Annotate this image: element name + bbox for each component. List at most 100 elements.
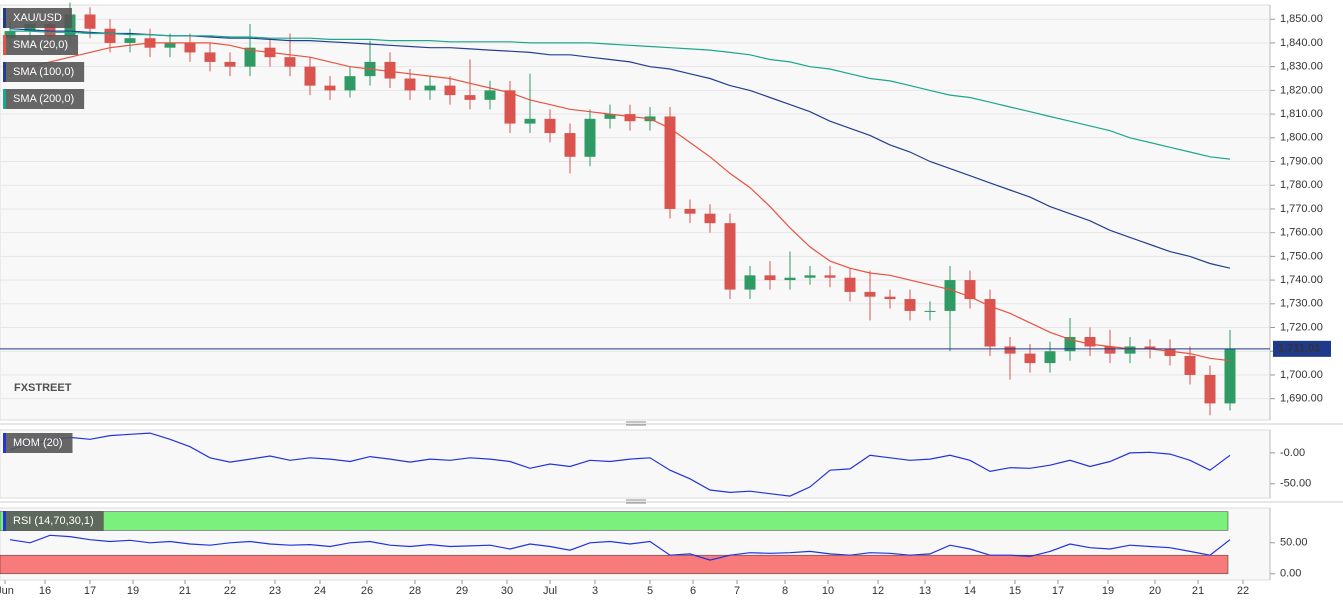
legend-label: SMA (100,0) [13,66,74,78]
legend-box [3,433,73,453]
legend-swatch [3,511,6,531]
candle-body [464,95,476,100]
legend-swatch [3,89,6,109]
x-tick-label: 20 [1149,585,1161,597]
legend-item: SMA (100,0) [3,62,85,82]
x-tick-label: 23 [269,585,281,597]
candle-body [1224,348,1236,404]
legend-label: SMA (200,0) [13,93,74,105]
legend-item: SMA (200,0) [3,89,85,109]
candle-body [124,38,136,43]
x-tick-label: 19 [127,585,139,597]
candle-body [1064,337,1076,352]
candle-body [1024,353,1036,364]
candle-body [524,118,536,124]
y-tick-label: 1,810.00 [1280,108,1323,120]
x-tick-label: 7 [734,585,740,597]
candle-body [1184,355,1196,375]
y-tick-label: 1,720.00 [1280,321,1323,333]
candle-body [624,114,636,122]
candle-body [44,23,56,36]
series-line [9,28,1231,269]
oversold-band [0,554,1229,575]
y-tick-label: 1,830.00 [1280,61,1323,73]
x-tick-label: 17 [1052,585,1064,597]
legend-item: RSI (14,70,30,1) [3,511,104,531]
y-tick-label: 1,820.00 [1280,84,1323,96]
candle-body [564,133,576,157]
x-tick-label: 5 [647,585,653,597]
candle-body [444,85,456,96]
candle-body [944,280,956,311]
candle-body [884,296,896,300]
y-tick-label: 1,840.00 [1280,37,1323,49]
candle-body [344,76,356,91]
y-tick-label: 1,750.00 [1280,250,1323,262]
candle-body [1004,346,1016,354]
y-tick-label: 1,780.00 [1280,179,1323,191]
candle-body [1204,374,1216,404]
x-tick-label: 26 [361,585,373,597]
candle-body [704,213,716,224]
y-tick-label: -0.00 [1280,447,1305,459]
candle-body [184,42,196,53]
series-line [9,42,1231,362]
x-tick-label: 12 [872,585,884,597]
candle-body [4,31,16,39]
legend-swatch [3,8,6,28]
legend-label: RSI (14,70,30,1) [13,515,94,527]
candle-body [664,116,676,209]
watermark: FXSTREET [14,382,72,394]
candle-body [1104,346,1116,354]
candle-body [284,57,296,67]
x-tick-label: 8 [782,585,788,597]
candle-body [104,28,116,43]
x-tick-label: 21 [1192,585,1204,597]
candle-body [224,61,236,67]
x-tick-label: 14 [964,585,976,597]
legend-item: SMA (20,0) [3,35,79,55]
plot-area [0,429,1271,499]
y-tick-label: 1,790.00 [1280,155,1323,167]
candle-body [1084,337,1096,347]
x-tick-label: 16 [39,585,51,597]
candle-body [164,42,176,48]
candle-body [804,275,816,278]
series-line [9,432,1231,497]
x-tick-label: Jul [543,585,557,597]
x-tick-label: 3 [592,585,598,597]
candle-body [204,52,216,62]
x-tick-label: 6 [690,585,696,597]
legend-label: XAU/USD [13,12,62,24]
candle-body [844,277,856,292]
legend-item: XAU/USD [3,8,72,28]
y-tick-label: 1,760.00 [1280,227,1323,239]
overbought-band [0,511,1229,531]
candle-body [324,85,336,91]
candle-body [1164,348,1176,356]
y-tick-label: 1,700.00 [1280,369,1323,381]
candle-body [1124,346,1136,354]
candle-body [244,47,256,67]
series-line [10,30,1231,160]
candle-body [404,78,416,91]
candle-body [924,310,936,312]
x-tick-label: 10 [822,585,834,597]
legend-item: MOM (20) [3,433,73,453]
legend-box [3,62,85,82]
candle-body [864,291,876,297]
candle-body [764,275,776,281]
candle-body [824,275,836,278]
x-tick-label: 29 [456,585,468,597]
candle-body [604,114,616,119]
x-tick-label: 15 [1009,585,1021,597]
candle-body [784,277,796,281]
x-tick-label: 24 [314,585,326,597]
candle-body [984,299,996,347]
plot-area [0,4,1271,421]
candle-body [584,118,596,157]
legend-swatch [3,433,6,453]
candle-body [544,118,556,134]
candle-body [424,85,436,91]
x-tick-label: 28 [409,585,421,597]
